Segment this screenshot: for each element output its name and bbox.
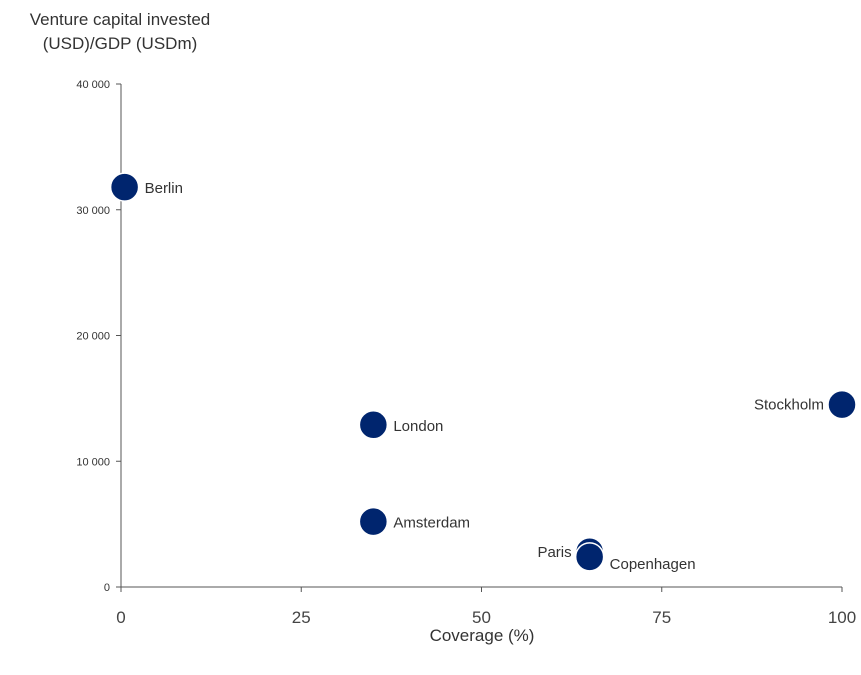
point-marker bbox=[358, 410, 389, 440]
point-label: Stockholm bbox=[754, 397, 824, 414]
point-label: Berlin bbox=[145, 180, 183, 197]
x-tick-label: 0 bbox=[116, 608, 125, 627]
y-tick-label: 0 bbox=[104, 582, 110, 594]
axes: 0 10 000 20 000 30 000 40 000 0 25 50 75 100 bbox=[76, 79, 856, 627]
point-marker bbox=[574, 542, 605, 572]
x-tick-label: 50 bbox=[472, 608, 491, 627]
y-axis-title-line-2: (USD)/GDP (USDm) bbox=[42, 34, 198, 53]
y-tick-label: 40 000 bbox=[76, 79, 110, 91]
point-label: Copenhagen bbox=[610, 556, 696, 573]
data-point-stockholm: Stockholm bbox=[754, 389, 857, 420]
point-label: Amsterdam bbox=[393, 515, 470, 532]
y-tick-label: 30 000 bbox=[76, 205, 110, 217]
x-tick-label: 100 bbox=[828, 608, 856, 627]
x-axis-title: Coverage (%) bbox=[430, 626, 535, 645]
point-label: Paris bbox=[537, 544, 571, 561]
x-tick-label: 25 bbox=[292, 608, 311, 627]
data-point-copenhagen: Copenhagen bbox=[574, 542, 696, 573]
y-tick-label: 10 000 bbox=[76, 456, 110, 468]
data-point-london: London bbox=[358, 410, 443, 440]
data-point-berlin: Berlin bbox=[109, 172, 183, 202]
data-points: Berlin London Amsterdam Paris Copenhagen Stoc… bbox=[109, 172, 857, 573]
point-marker bbox=[827, 389, 857, 420]
point-label: London bbox=[393, 418, 443, 435]
x-tick-label: 75 bbox=[652, 608, 671, 627]
point-marker bbox=[109, 172, 140, 202]
data-point-amsterdam: Amsterdam bbox=[358, 506, 470, 537]
y-axis-title-line-1: Venture capital invested bbox=[29, 10, 211, 29]
y-tick-label: 20 000 bbox=[76, 331, 110, 343]
point-marker bbox=[358, 506, 389, 537]
y-axis-title: Venture capital invested (USD)/GDP (USDm… bbox=[0, 8, 240, 56]
